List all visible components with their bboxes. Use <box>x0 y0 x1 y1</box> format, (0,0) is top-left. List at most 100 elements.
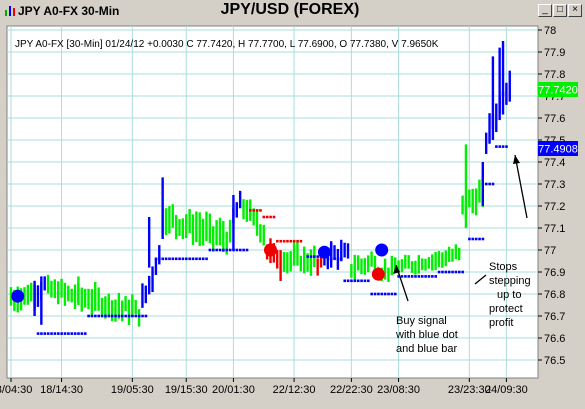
stop-dot <box>100 314 104 318</box>
stop-dot <box>414 275 417 278</box>
stop-dot <box>495 145 498 148</box>
buy-signal-dot <box>11 289 25 303</box>
stop-dot <box>407 275 411 278</box>
window-title: JPY/USD (FOREX) <box>220 1 360 18</box>
stop-dot <box>53 332 57 335</box>
stop-dot <box>208 248 212 252</box>
stop-dot <box>235 248 239 252</box>
stop-dot <box>161 257 165 261</box>
stops-line-4: protect <box>489 303 523 315</box>
stop-dot <box>296 239 299 243</box>
stop-dot <box>168 257 171 261</box>
stop-dot <box>83 332 87 335</box>
y-tick-label: 76.7 <box>544 311 565 323</box>
stop-price-badge: 77.4908 <box>538 141 578 156</box>
buy-signal-line-1: Buy signal <box>396 315 447 327</box>
stop-dot <box>137 314 141 318</box>
stop-dot <box>272 215 276 219</box>
stop-dot <box>370 292 373 296</box>
buy-signal-dot <box>317 245 331 259</box>
ohlc-header: JPY A0-FX [30-Min] 01/24/12 +0.0030 C 77… <box>15 39 439 50</box>
stop-dot <box>158 257 161 261</box>
y-tick-label: 76.6 <box>544 333 565 345</box>
stop-dot <box>451 270 454 274</box>
stop-dot <box>104 314 107 318</box>
stop-dot <box>346 279 350 283</box>
stop-dot <box>420 275 424 278</box>
stop-dot <box>80 332 84 335</box>
stop-dot <box>107 314 111 318</box>
minimize-button[interactable]: _ <box>538 4 552 17</box>
stop-dot <box>198 257 202 261</box>
stop-dot <box>377 292 380 296</box>
stop-dot <box>454 270 458 274</box>
stop-dot <box>77 332 80 335</box>
y-tick-label: 77.9 <box>544 47 565 59</box>
stop-dot <box>191 257 195 261</box>
stop-dot <box>94 314 97 318</box>
stop-dot <box>73 332 77 335</box>
stop-dot <box>259 209 262 212</box>
stop-dot <box>262 215 266 219</box>
maximize-button[interactable]: □ <box>553 4 567 17</box>
stop-dot <box>195 257 198 261</box>
signal-dots <box>11 243 389 303</box>
stop-dot <box>484 182 488 186</box>
stops-line-3: up to <box>497 289 521 301</box>
stop-dot <box>228 248 232 252</box>
stop-dot <box>201 257 205 261</box>
y-tick-label: 76.5 <box>544 355 565 367</box>
stop-dot <box>185 257 188 261</box>
y-tick-label: 78 <box>544 25 556 37</box>
stop-dot <box>491 182 495 186</box>
stop-dot <box>141 314 144 318</box>
stop-dot <box>410 275 414 278</box>
stop-dot <box>121 314 124 318</box>
stop-dot <box>188 257 192 261</box>
time-axis: 18/04:30 18/14:30 19/05:30 19/15:30 20/01:30… <box>0 378 528 396</box>
stop-dot <box>90 314 94 318</box>
stop-dot <box>97 314 101 318</box>
stop-dot <box>67 332 70 335</box>
stop-dot <box>468 237 471 241</box>
stop-dot <box>46 332 50 335</box>
stop-dot <box>70 332 74 335</box>
stop-dot <box>60 332 63 335</box>
chart-icon <box>5 6 15 16</box>
stop-dot <box>397 275 400 278</box>
stop-dot <box>404 275 407 278</box>
stop-dot <box>373 292 377 296</box>
stops-line-1: Stops <box>489 261 518 273</box>
stop-dot <box>424 275 427 278</box>
y-tick-label: 77.2 <box>544 201 565 213</box>
stop-dot <box>181 257 185 261</box>
stop-dot <box>437 270 441 274</box>
close-button[interactable]: × <box>568 4 582 17</box>
x-tick-label: 24/09:30 <box>485 384 528 396</box>
stop-dot <box>313 255 316 258</box>
stop-dot <box>50 332 53 335</box>
stop-dot <box>276 239 279 243</box>
stop-dot <box>249 209 252 212</box>
stop-dot <box>471 237 475 241</box>
x-tick-label: 18/14:30 <box>40 384 83 396</box>
stop-dot <box>481 237 485 241</box>
stop-dot <box>400 275 404 278</box>
price-chart[interactable]: 7877.977.877.777.677.577.477.377.277.177… <box>0 22 585 409</box>
stop-dot <box>343 279 347 283</box>
stop-dot <box>131 314 134 318</box>
price-axis: 7877.977.877.777.677.577.477.377.277.177… <box>538 25 565 367</box>
stop-dot <box>232 248 235 252</box>
stop-dot <box>306 255 309 258</box>
stop-dot <box>393 292 397 296</box>
stop-dot <box>289 239 293 243</box>
stop-dot <box>279 239 282 243</box>
y-tick-label: 77.4 <box>544 157 565 169</box>
stop-dot <box>299 239 303 243</box>
stop-dot <box>390 292 394 296</box>
stop-dot <box>309 255 313 258</box>
stop-dot <box>286 239 289 243</box>
stop-dot <box>326 257 330 261</box>
stop-dot <box>505 145 508 148</box>
title-bar[interactable]: JPY A0-FX 30-Min JPY/USD (FOREX) _ □ × <box>0 0 585 22</box>
